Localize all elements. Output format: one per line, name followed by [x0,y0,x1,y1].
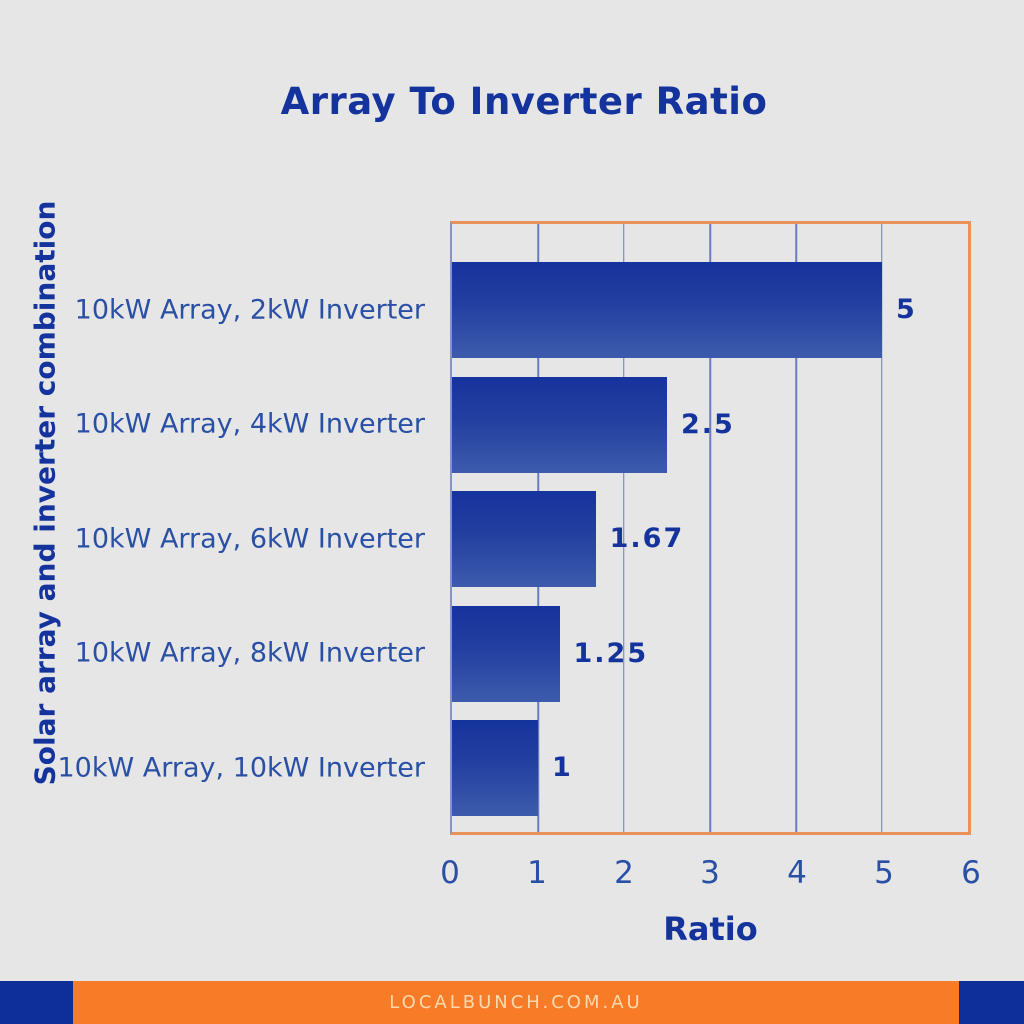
gridline-2 [623,224,625,832]
gridline-3 [709,224,711,832]
x-tick-6: 6 [961,855,981,891]
x-axis-title: Ratio [663,910,758,948]
x-tick-2: 2 [614,855,634,891]
category-label-6kw: 10kW Array, 6kW Inverter [74,523,425,555]
footer-right-square [959,981,1024,1024]
value-label: 1 [551,752,573,783]
value-label: 1.25 [573,638,649,669]
y-axis-title: Solar array and inverter combination [28,200,62,786]
category-label-10kw: 10kW Array, 10kW Inverter [57,752,426,784]
bar-row: 2.5 [452,377,968,473]
x-tick-4: 4 [787,855,807,891]
footer-banner: LOCALBUNCH.COM.AU [0,981,1024,1024]
plot-area: 5 2.5 1.67 1.25 1 [450,221,971,835]
bar-row: 5 [452,262,968,358]
gridline-5 [881,224,883,832]
bar-row: 1.25 [452,606,968,702]
category-label-4kw: 10kW Array, 4kW Inverter [74,408,425,440]
footer-website-text: LOCALBUNCH.COM.AU [389,992,643,1013]
footer-left-square [0,981,73,1024]
bar-row: 1.67 [452,491,968,587]
x-tick-0: 0 [440,855,460,891]
value-label: 2.5 [681,409,735,440]
value-label: 1.67 [609,523,685,554]
bar-8kw-inverter [452,606,560,702]
x-tick-3: 3 [700,855,720,891]
bar-2kw-inverter [452,262,882,358]
gridline-4 [795,224,797,832]
x-tick-5: 5 [874,855,894,891]
chart-title: Array To Inverter Ratio [280,80,768,123]
bar-4kw-inverter [452,377,667,473]
bar-6kw-inverter [452,491,596,587]
bar-row: 1 [452,720,968,816]
category-label-8kw: 10kW Array, 8kW Inverter [74,637,425,669]
x-tick-1: 1 [527,855,547,891]
category-label-2kw: 10kW Array, 2kW Inverter [74,294,425,326]
bar-10kw-inverter [452,720,538,816]
value-label: 5 [896,294,917,325]
